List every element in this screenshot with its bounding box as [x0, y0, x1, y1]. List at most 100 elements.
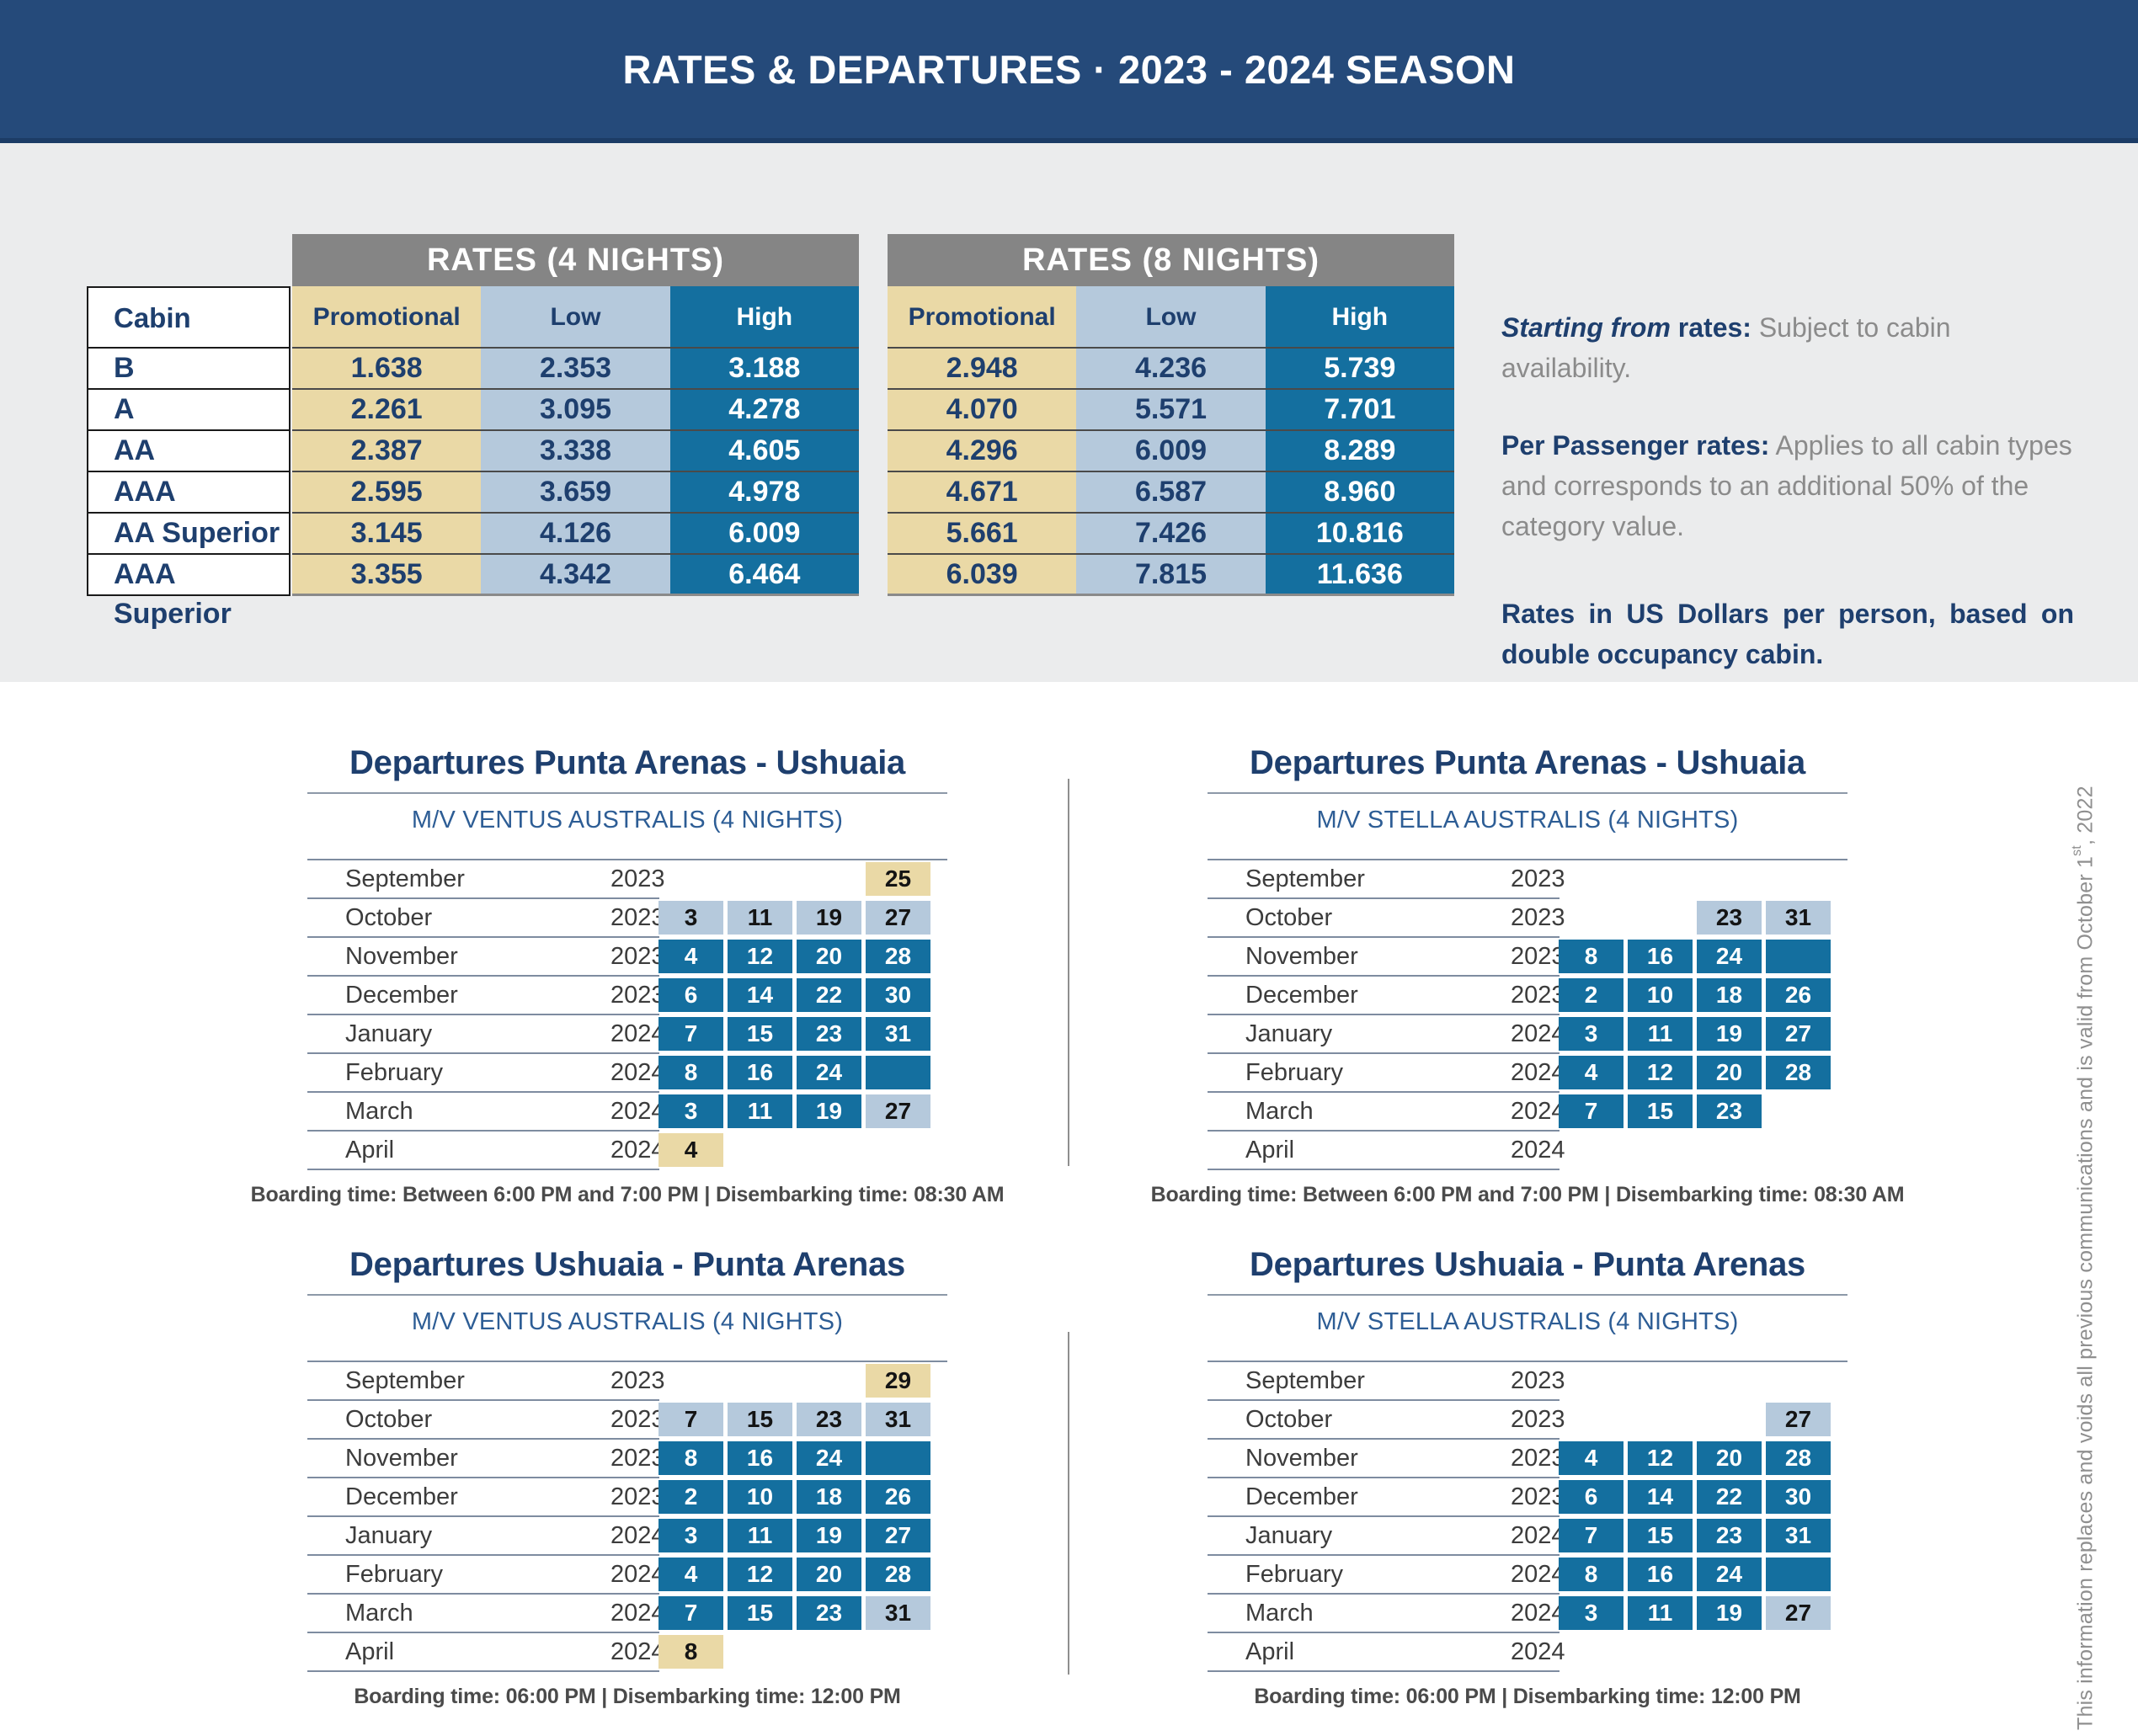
year-label: 2023 — [1511, 1367, 1565, 1394]
departure-date-cell: 19 — [1697, 1596, 1762, 1630]
calendar-month-row: March 2024 7 15 23 31 — [307, 1595, 947, 1633]
departure-date-cell: 3 — [658, 1094, 723, 1128]
departure-date-cell: 23 — [1697, 901, 1762, 935]
calendar-month-row: October 2023 3 11 19 27 — [307, 899, 947, 938]
departure-date-cell — [866, 1056, 930, 1089]
boarding-time-note: Boarding time: Between 6:00 PM and 7:00 … — [1150, 1183, 1905, 1206]
departure-date-cell: 7 — [658, 1596, 723, 1630]
rates-table-8-nights: RATES (8 NIGHTS) Promotional Low High 2.… — [888, 234, 1454, 596]
cabin-column-header: Cabin — [88, 288, 289, 349]
year-label: 2024 — [1511, 1600, 1565, 1627]
departure-date-cell: 15 — [728, 1017, 792, 1051]
calendar-month-row: February 2024 8 16 24 — [307, 1054, 947, 1093]
rate-value-promotional: 2.595 — [292, 472, 482, 512]
month-label: September — [345, 865, 465, 892]
rate-row: 2.387 3.338 4.605 — [292, 431, 859, 472]
page-title: RATES & DEPARTURES · 2023 - 2024 SEASON — [622, 46, 1516, 92]
rate-value-high: 4.978 — [669, 472, 859, 512]
departure-date-cell: 12 — [728, 1558, 792, 1591]
year-label: 2023 — [610, 982, 665, 1009]
calendar-month-row: March 2024 7 15 23 — [1208, 1093, 1847, 1132]
rate-value-low: 4.126 — [481, 514, 670, 553]
departure-date-cell: 15 — [728, 1596, 792, 1630]
departure-date-cell: 7 — [658, 1403, 723, 1436]
rate-value-promotional: 3.355 — [292, 555, 482, 594]
month-label: January — [345, 1020, 433, 1047]
rate-value-promotional: 4.070 — [888, 390, 1077, 429]
year-label: 2023 — [1511, 943, 1565, 970]
departure-date-cell: 28 — [1766, 1441, 1831, 1475]
starting-from-label-rest: rates: — [1670, 312, 1751, 343]
departure-date-cell: 20 — [1697, 1056, 1762, 1089]
year-label: 2024 — [1511, 1098, 1565, 1125]
departure-date-cell: 7 — [658, 1017, 723, 1051]
year-label: 2024 — [610, 1059, 665, 1086]
year-label: 2023 — [610, 943, 665, 970]
departure-date-cell: 20 — [797, 940, 861, 973]
calendar-month-row: November 2023 8 16 24 — [1208, 938, 1847, 977]
departure-calendar: September 2023 29 October 2023 7 15 23 31 Novembe… — [307, 1361, 947, 1672]
departure-date-cell: 6 — [658, 978, 723, 1012]
year-label: 2023 — [610, 1483, 665, 1510]
us-dollars-note: Rates in US Dollars per person, based on… — [1501, 599, 2074, 669]
departure-date-cell: 24 — [1697, 940, 1762, 973]
title-underline — [307, 792, 947, 794]
rate-row: 5.661 7.426 10.816 — [888, 514, 1454, 555]
departure-date-cell: 15 — [728, 1403, 792, 1436]
rate-value-promotional: 3.145 — [292, 514, 482, 553]
rates-table-4-nights: RATES (4 NIGHTS) Promotional Low High 1.… — [292, 234, 859, 596]
departure-date-cell: 31 — [866, 1403, 930, 1436]
month-label: March — [1245, 1600, 1314, 1627]
departure-date-cell: 3 — [658, 1519, 723, 1552]
rate-value-high: 8.960 — [1265, 472, 1454, 512]
year-label: 2024 — [610, 1098, 665, 1125]
departure-date-cell: 19 — [797, 901, 861, 935]
departure-date-cell: 12 — [1628, 1056, 1693, 1089]
cabin-label: A — [88, 390, 289, 431]
cabin-label: B — [88, 349, 289, 390]
rate-value-high: 4.278 — [669, 390, 859, 429]
departure-table-title: Departures Punta Arenas - Ushuaia — [1250, 744, 1805, 781]
departure-date-cell: 20 — [1697, 1441, 1762, 1475]
month-label: September — [1245, 865, 1365, 892]
departure-date-cell: 27 — [1766, 1596, 1831, 1630]
departure-date-cell: 4 — [658, 940, 723, 973]
calendar-month-row: April 2024 8 — [307, 1633, 947, 1672]
calendar-month-row: April 2024 — [1208, 1633, 1847, 1672]
departure-date-cell: 25 — [866, 862, 930, 896]
departure-date-cell: 23 — [797, 1017, 861, 1051]
rate-value-promotional: 4.296 — [888, 431, 1077, 471]
year-label: 2023 — [610, 865, 665, 892]
departure-date-cell: 26 — [1766, 978, 1831, 1012]
rate-value-promotional: 5.661 — [888, 514, 1077, 553]
rate-value-low: 3.095 — [481, 390, 670, 429]
month-label: February — [345, 1059, 444, 1086]
departure-date-cell: 16 — [1628, 940, 1693, 973]
starting-from-label: Starting from — [1501, 312, 1671, 343]
starting-from-note: Starting from rates: Subject to cabin av… — [1501, 307, 2074, 388]
rate-row: 1.638 2.353 3.188 — [292, 349, 859, 390]
rate-value-promotional: 2.948 — [888, 349, 1077, 388]
departure-date-cell: 16 — [1628, 1558, 1693, 1591]
departure-date-cell: 15 — [1628, 1094, 1693, 1128]
rate-value-high: 8.289 — [1265, 431, 1454, 471]
calendar-month-row: March 2024 3 11 19 27 — [307, 1093, 947, 1132]
year-label: 2023 — [610, 1406, 665, 1433]
month-label: December — [345, 1483, 458, 1510]
rate-value-high: 6.464 — [669, 555, 859, 594]
departure-date-cell: 31 — [866, 1017, 930, 1051]
departure-date-cell: 8 — [1559, 940, 1623, 973]
month-label: November — [1245, 943, 1358, 970]
departure-date-cell: 18 — [797, 1480, 861, 1514]
month-label: March — [345, 1600, 413, 1627]
calendar-month-row: December 2023 2 10 18 26 — [1208, 977, 1847, 1015]
cabin-rows: B A AA AAA AA Superior AAA Superior — [88, 349, 289, 630]
departure-date-cell: 29 — [866, 1364, 930, 1398]
departure-date-cell: 28 — [866, 940, 930, 973]
per-passenger-note: Per Passenger rates: Applies to all cabi… — [1501, 425, 2074, 546]
title-underline — [1208, 1294, 1847, 1296]
calendar-month-row: September 2023 — [1208, 1362, 1847, 1401]
departure-date-cell: 19 — [797, 1094, 861, 1128]
header-bar: RATES & DEPARTURES · 2023 - 2024 SEASON — [0, 0, 2138, 143]
cabin-label: AAA — [88, 472, 289, 514]
